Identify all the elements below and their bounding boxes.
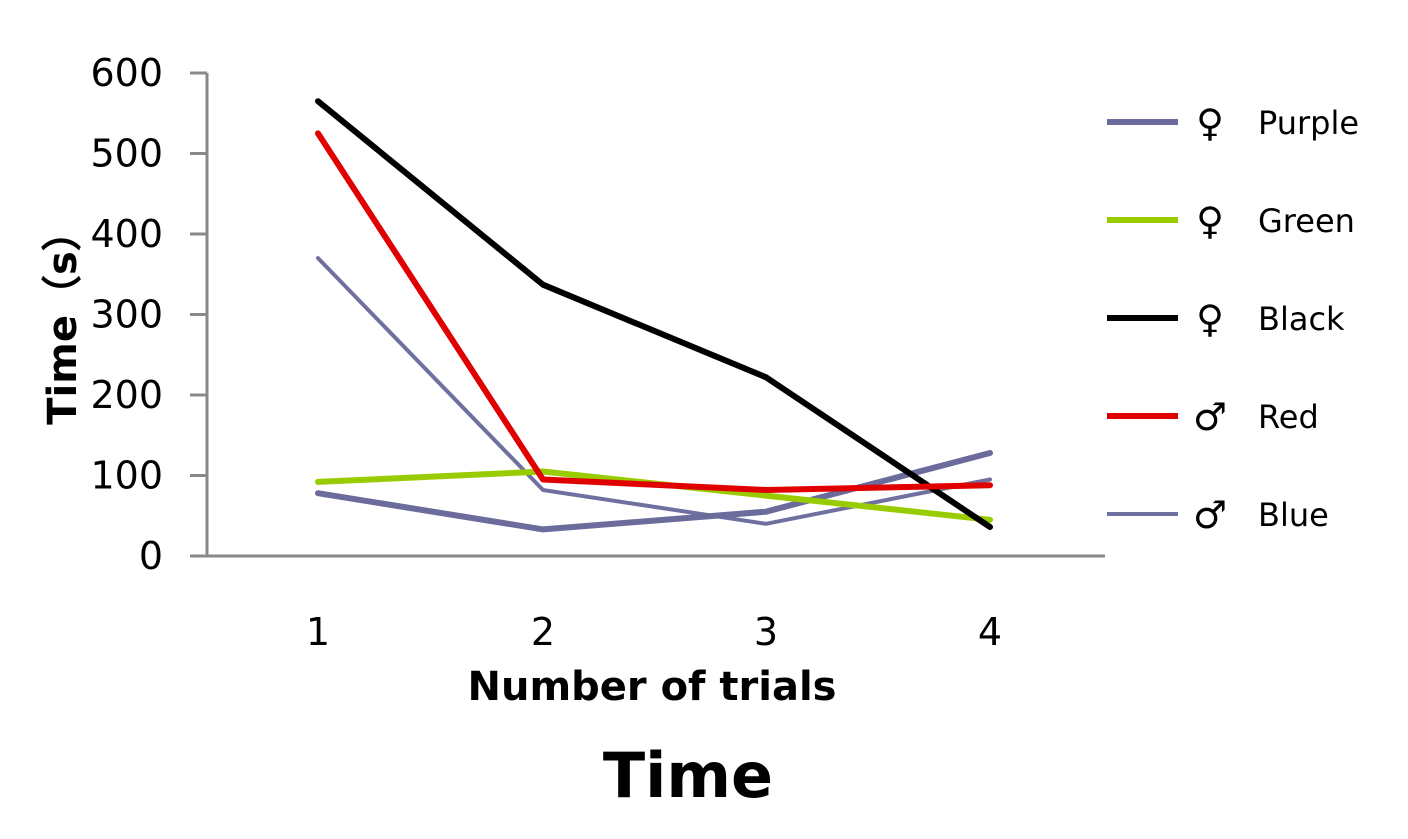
y-tick-label: 100 bbox=[90, 454, 163, 498]
legend-item-green: ♀ Green bbox=[1107, 199, 1355, 243]
y-tick-label: 300 bbox=[90, 293, 163, 337]
legend-symbol: ♂ bbox=[1193, 493, 1227, 537]
series-line-purple bbox=[315, 450, 993, 533]
x-tick-label: 3 bbox=[754, 610, 778, 654]
y-tick-label: 200 bbox=[90, 373, 163, 417]
x-tick-label: 1 bbox=[306, 610, 330, 654]
series-line-black bbox=[315, 98, 993, 530]
legend-item-purple: ♀ Purple bbox=[1107, 101, 1359, 145]
y-axis-title: Time（s） bbox=[40, 211, 86, 425]
y-tick-label: 600 bbox=[90, 51, 163, 95]
x-tick-label: 2 bbox=[531, 610, 555, 654]
legend-label: Green bbox=[1258, 202, 1355, 240]
legend-label: Red bbox=[1258, 398, 1319, 436]
y-tick-label: 0 bbox=[139, 534, 163, 578]
legend: ♀ Purple ♀ Green ♀ Black ♂ Red ♂ Blue bbox=[1107, 101, 1359, 537]
series-line-blue bbox=[316, 256, 992, 526]
x-tick-label: 4 bbox=[978, 610, 1002, 654]
x-ticks: 1 2 3 4 bbox=[306, 610, 1002, 654]
y-tick-label: 500 bbox=[90, 132, 163, 176]
legend-item-blue: ♂ Blue bbox=[1107, 493, 1329, 537]
legend-item-black: ♀ Black bbox=[1107, 297, 1345, 341]
series-lines bbox=[315, 98, 993, 533]
y-tick-label: 400 bbox=[90, 212, 163, 256]
legend-label: Black bbox=[1258, 300, 1345, 338]
legend-label: Purple bbox=[1258, 104, 1359, 142]
legend-symbol: ♀ bbox=[1196, 297, 1224, 341]
x-axis-title: Number of trials bbox=[468, 664, 837, 710]
series-line-red bbox=[315, 130, 993, 493]
legend-symbol: ♀ bbox=[1196, 101, 1224, 145]
legend-label: Blue bbox=[1258, 496, 1329, 534]
legend-symbol: ♂ bbox=[1193, 395, 1227, 439]
legend-symbol: ♀ bbox=[1196, 199, 1224, 243]
chart-title: Time bbox=[603, 739, 773, 812]
legend-item-red: ♂ Red bbox=[1107, 395, 1319, 439]
y-ticks: 0 100 200 300 400 500 600 bbox=[90, 51, 207, 578]
